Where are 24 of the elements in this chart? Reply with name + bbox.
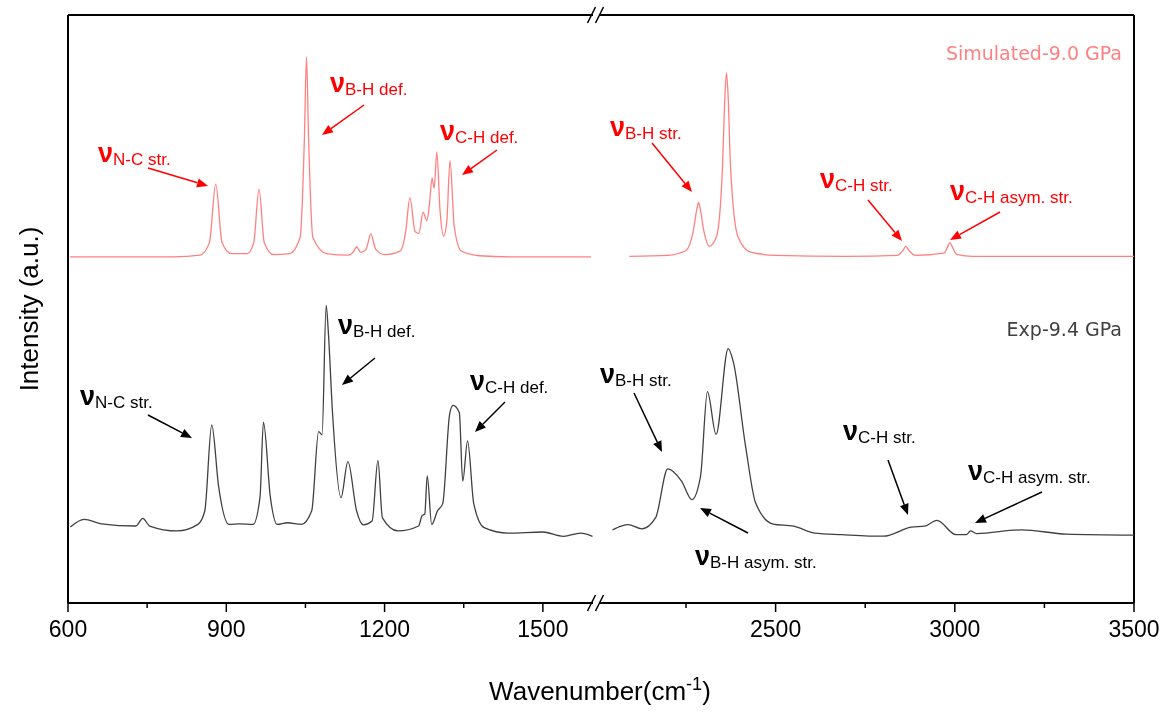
- x-tick-label: 900: [207, 616, 246, 642]
- y-axis-title: Intensity (a.u.): [14, 226, 44, 392]
- annotation: ν$_{C-H asym. str.}$: [950, 176, 1073, 207]
- x-tick-label: 1200: [359, 616, 411, 642]
- text: Exp-9.4 GPa: [1006, 317, 1122, 340]
- x-tick-label: 600: [48, 616, 88, 642]
- annotation: ν$_{C-H str.}$: [820, 164, 893, 195]
- annotation: ν$_{C-H str.}$: [843, 416, 916, 447]
- annotation: ν$_{N-C str.}$: [98, 138, 171, 169]
- annotation: ν$_{N-C str.}$: [80, 381, 153, 412]
- x-tick-label: 3500: [1108, 616, 1160, 642]
- annotation: ν$_{B-H asym. str.}$: [695, 541, 817, 572]
- annotation: ν$_{B-H str.}$: [600, 359, 672, 390]
- annotation: ν$_{C-H asym. str.}$: [968, 456, 1091, 487]
- x-axis-title: Wavenumber(cm$^{-1}$): [489, 674, 711, 706]
- text: Simulated-9.0 GPa: [945, 42, 1122, 64]
- annotation: ν$_{B-H def.}$: [330, 68, 408, 99]
- annotation: ν$_{C-H def.}$: [440, 116, 519, 147]
- x-tick-label: 2500: [750, 616, 802, 642]
- x-tick-label: 3000: [929, 616, 981, 642]
- annotation: ν$_{B-H def.}$: [338, 310, 416, 341]
- annotation: ν$_{B-H str.}$: [610, 112, 682, 143]
- annotation: ν$_{C-H def.}$: [470, 366, 549, 397]
- x-tick-label: 1500: [517, 616, 569, 642]
